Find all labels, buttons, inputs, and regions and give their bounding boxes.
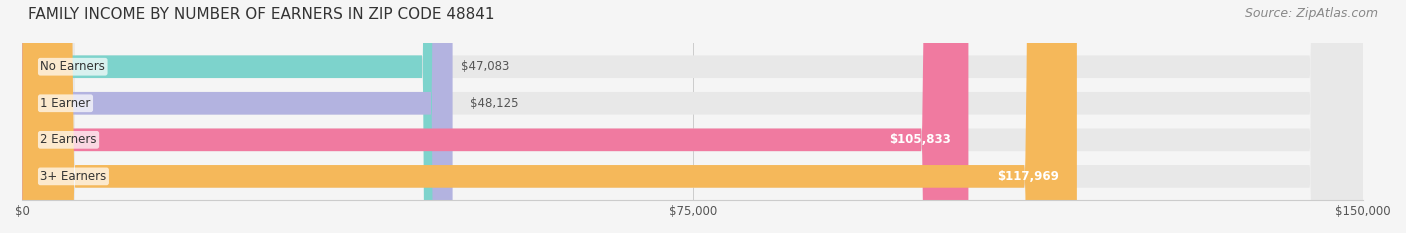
Text: Source: ZipAtlas.com: Source: ZipAtlas.com xyxy=(1244,7,1378,20)
FancyBboxPatch shape xyxy=(22,0,1364,233)
FancyBboxPatch shape xyxy=(22,0,453,233)
FancyBboxPatch shape xyxy=(22,0,1364,233)
Text: 3+ Earners: 3+ Earners xyxy=(41,170,107,183)
Text: FAMILY INCOME BY NUMBER OF EARNERS IN ZIP CODE 48841: FAMILY INCOME BY NUMBER OF EARNERS IN ZI… xyxy=(28,7,495,22)
Text: $48,125: $48,125 xyxy=(471,97,519,110)
Text: 1 Earner: 1 Earner xyxy=(41,97,91,110)
FancyBboxPatch shape xyxy=(22,0,1077,233)
FancyBboxPatch shape xyxy=(22,0,1364,233)
Text: $47,083: $47,083 xyxy=(461,60,509,73)
FancyBboxPatch shape xyxy=(22,0,969,233)
Text: No Earners: No Earners xyxy=(41,60,105,73)
Text: 2 Earners: 2 Earners xyxy=(41,133,97,146)
FancyBboxPatch shape xyxy=(22,0,1364,233)
FancyBboxPatch shape xyxy=(22,0,443,233)
Text: $105,833: $105,833 xyxy=(889,133,950,146)
Text: $117,969: $117,969 xyxy=(997,170,1059,183)
